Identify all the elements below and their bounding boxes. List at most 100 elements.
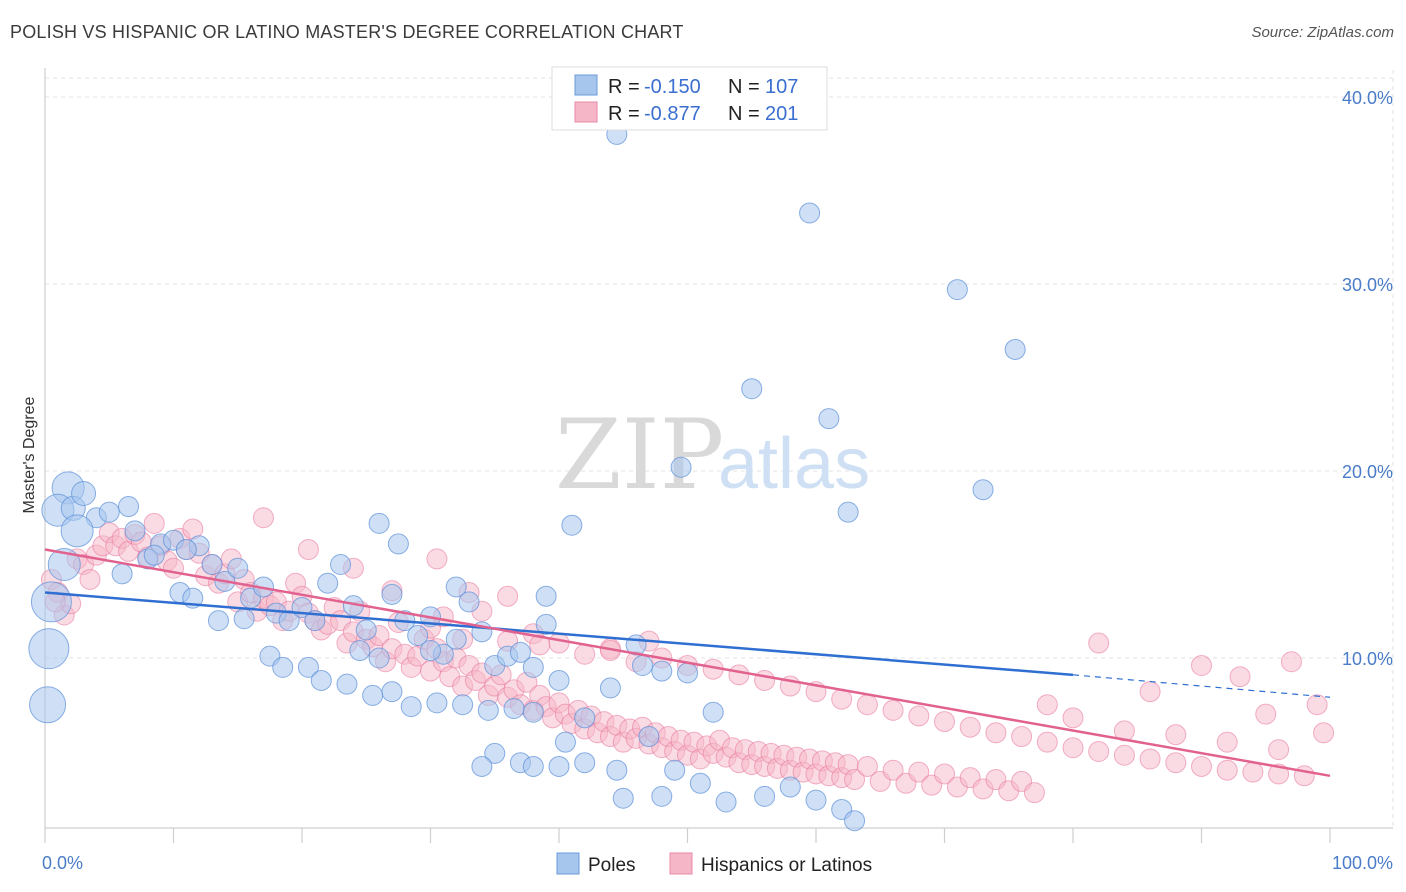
watermark-atlas: atlas <box>718 424 870 504</box>
hispanics-point-158 <box>856 694 878 716</box>
poles-point-46 <box>297 656 319 678</box>
poles-point-101 <box>28 628 70 670</box>
legend-r-value-hispanics: -0.877 <box>644 103 701 125</box>
poles-point-69 <box>548 755 570 777</box>
hispanics-point-154 <box>754 669 776 691</box>
hispanics-point-187 <box>1165 724 1187 746</box>
poles-point-56 <box>503 697 525 719</box>
poles-point-55 <box>477 699 499 721</box>
poles-point-99 <box>632 654 654 676</box>
hispanics-point-166 <box>1062 737 1084 759</box>
poles-point-78 <box>779 776 801 798</box>
hispanics-point-171 <box>1191 755 1212 777</box>
hispanics-point-189 <box>1268 739 1290 761</box>
poles-point-22 <box>317 572 339 594</box>
poles-point-79 <box>805 789 827 811</box>
poles-point-42 <box>207 610 229 632</box>
poles-point-53 <box>426 692 448 714</box>
poles-point-86 <box>741 378 763 400</box>
poles-point-63 <box>677 662 698 684</box>
chart-source: Source: ZipAtlas.com <box>1251 24 1394 41</box>
poles-trend-extension <box>1072 674 1331 698</box>
poles-point-27 <box>381 583 403 605</box>
poles-point-9 <box>124 520 146 542</box>
chart-title: POLISH VS HISPANIC OR LATINO MASTER'S DE… <box>10 22 684 42</box>
hispanics-point-132 <box>934 763 955 785</box>
hispanics-point-160 <box>908 705 930 727</box>
poles-point-87 <box>818 408 840 430</box>
x-tick-label-1: 100.0% <box>1332 853 1393 873</box>
poles-point-76 <box>715 791 737 813</box>
legend-n-label-poles: N = <box>728 76 760 98</box>
poles-point-25 <box>355 619 377 641</box>
hispanics-point-130 <box>908 761 930 783</box>
poles-point-52 <box>400 696 422 718</box>
y-tick-label-0: 10.0% <box>1342 649 1393 669</box>
legend-n-label-hispanics: N = <box>728 103 760 125</box>
hispanics-point-163 <box>985 722 1007 744</box>
watermark-zip: ZIP <box>555 399 724 511</box>
poles-point-66 <box>471 755 493 777</box>
poles-point-71 <box>554 731 576 753</box>
poles-point-37 <box>509 641 531 663</box>
legend-swatch-poles <box>574 74 598 96</box>
bottom-legend-swatch-poles <box>556 852 580 875</box>
hispanics-point-198 <box>529 634 551 656</box>
legend-box: R = -0.150 N = 107 R = -0.877 N = 201 <box>551 66 828 131</box>
hispanics-point-170 <box>1165 752 1187 774</box>
poles-point-70 <box>574 752 596 774</box>
poles-point-81 <box>844 810 866 832</box>
hispanics-point-173 <box>1242 761 1264 783</box>
hispanics-point-146 <box>548 632 570 654</box>
poles-point-43 <box>233 608 255 630</box>
series-poles-points <box>28 123 1026 832</box>
bottom-legend: Poles Hispanics or Latinos <box>556 852 872 876</box>
poles-point-90 <box>946 279 968 301</box>
bottom-legend-swatch-hispanics <box>669 852 693 875</box>
poles-point-50 <box>362 684 384 706</box>
poles-point-45 <box>272 656 294 678</box>
poles-point-12 <box>201 554 223 575</box>
poles-point-33 <box>458 591 480 613</box>
hispanics-point-147 <box>574 643 596 665</box>
poles-point-19 <box>278 610 300 632</box>
hispanics-point-159 <box>882 699 904 721</box>
poles-point-96 <box>387 533 409 555</box>
legend-n-value-poles: 107 <box>765 76 798 98</box>
hispanics-point-167 <box>1088 741 1110 762</box>
hispanics-point-195 <box>426 548 448 570</box>
poles-point-49 <box>349 640 371 662</box>
bottom-legend-label-hispanics: Hispanics or Latinos <box>701 855 872 876</box>
poles-point-103 <box>47 548 81 581</box>
poles-point-62 <box>651 660 673 682</box>
hispanics-point-192 <box>297 539 319 561</box>
legend-r-label-hispanics: R = <box>608 103 640 125</box>
hispanics-point-153 <box>728 664 750 686</box>
hispanics-point-161 <box>934 711 955 733</box>
poles-point-57 <box>522 701 544 723</box>
hispanics-point-172 <box>1216 759 1238 781</box>
poles-point-82 <box>612 787 634 809</box>
hispanics-point-197 <box>497 585 519 607</box>
trend-lines <box>44 548 1331 778</box>
poles-point-73 <box>638 726 660 748</box>
y-tick-label-1: 20.0% <box>1342 462 1393 482</box>
poles-point-84 <box>561 514 583 536</box>
series-hispanics-points <box>40 507 1335 804</box>
poles-point-93 <box>837 501 859 523</box>
hispanics-point-165 <box>1036 731 1058 753</box>
hispanics-point-164 <box>1011 726 1033 748</box>
hispanics-trend-line <box>44 548 1331 778</box>
poles-point-39 <box>535 613 557 635</box>
hispanics-point-182 <box>1306 694 1328 716</box>
hispanics-point-16 <box>143 512 165 534</box>
hispanics-point-178 <box>1191 654 1212 676</box>
hispanics-point-179 <box>1229 666 1251 688</box>
hispanics-point-168 <box>1113 744 1135 766</box>
poles-point-64 <box>702 701 724 723</box>
poles-point-102 <box>29 686 67 724</box>
poles-point-97 <box>535 585 557 607</box>
poles-trend-line <box>44 591 1074 677</box>
hispanics-point-125 <box>844 769 866 791</box>
hispanics-point-176 <box>1088 632 1110 654</box>
